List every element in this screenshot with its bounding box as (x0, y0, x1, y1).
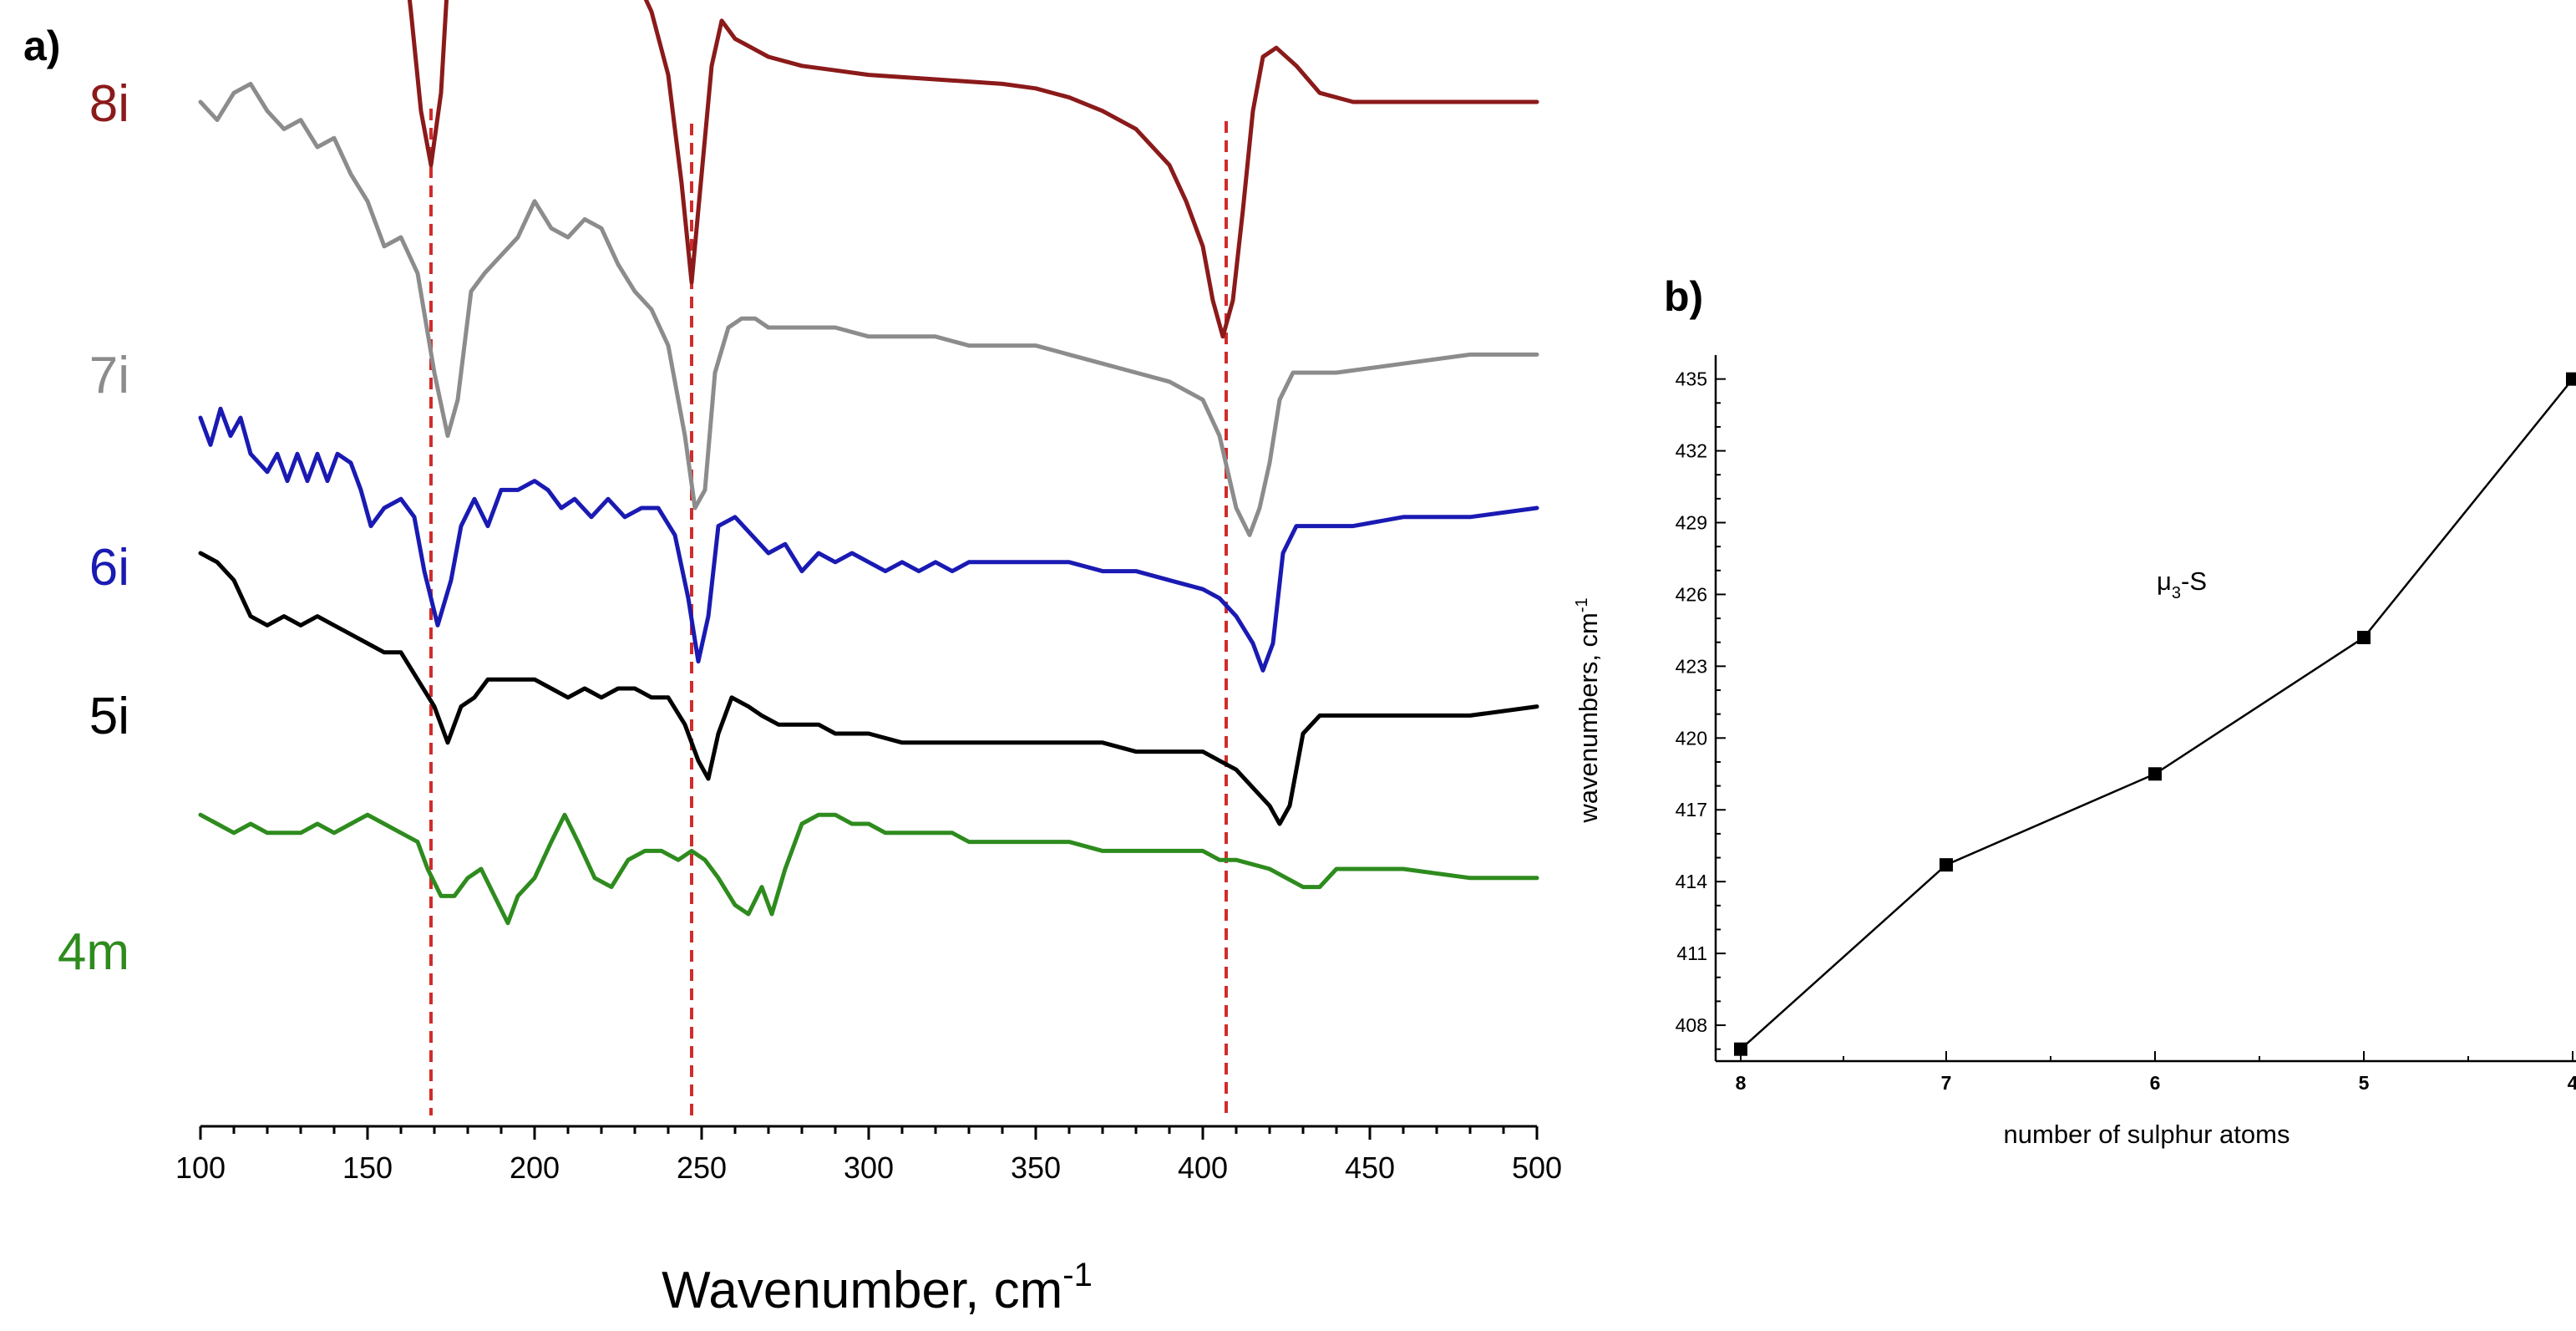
panel-b-series-markers (1734, 372, 2576, 1056)
x-tick-label: 100 (175, 1151, 226, 1185)
data-point-marker (1734, 1042, 1747, 1056)
panel-b-x-ticks (1740, 1051, 2573, 1061)
series-line (1740, 378, 2573, 1050)
series-line-8i (407, 0, 1539, 339)
series-line-6i (198, 406, 1539, 673)
series-label-4m: 4m (58, 923, 129, 981)
panel-a-reference-lines (429, 109, 1228, 1115)
series-line-5i (198, 551, 1539, 826)
x-tick-label: 400 (1178, 1151, 1228, 1185)
panel-b-chart: 408 411 414 417 420 423 426 429 432 435 8 7 6 5 4 num… (1573, 355, 2576, 1149)
panel-b-ylabel-superscript: -1 (1573, 597, 1591, 612)
panel-b-series-line (1740, 378, 2573, 1050)
panel-a-series-labels: 8i 7i 6i 5i 4m (58, 75, 129, 981)
x-tick-label: 4 (2568, 1072, 2576, 1094)
x-tick-label: 8 (1736, 1072, 1747, 1094)
data-point-marker (2357, 631, 2371, 644)
panel-b-ylabel-text: wavenumbers, cm (1574, 612, 1603, 824)
x-tick-label: 7 (1941, 1072, 1952, 1094)
data-point-marker (2566, 372, 2576, 386)
panel-a-x-ticks (199, 1126, 1539, 1140)
panel-b-x-axis-title: number of sulphur atoms (2004, 1120, 2290, 1149)
panel-a-x-tick-labels: 100 150 200 250 300 350 400 450 500 (175, 1151, 1562, 1185)
x-tick-label: 300 (844, 1151, 894, 1185)
x-tick-label: 200 (510, 1151, 560, 1185)
y-tick-label: 426 (1676, 583, 1707, 605)
y-tick-label: 420 (1676, 727, 1707, 749)
panel-b-y-axis-title: wavenumbers, cm-1 (1573, 597, 1603, 823)
y-tick-label: 429 (1676, 512, 1707, 534)
panel-a-xlabel-superscript: -1 (1062, 1257, 1093, 1293)
series-label-5i: 5i (89, 688, 129, 745)
series-line-4m (198, 812, 1539, 926)
panel-b-y-tick-labels: 408 411 414 417 420 423 426 429 432 435 (1676, 368, 1708, 1036)
y-tick-label: 423 (1676, 655, 1707, 677)
y-tick-label: 414 (1676, 871, 1708, 892)
series-label-7i: 7i (89, 347, 129, 404)
panel-a-chart: 100 150 200 250 300 350 400 450 500 8i 7i 6i 5i 4m W… (58, 0, 1562, 1319)
panel-b-x-tick-labels: 8 7 6 5 4 (1736, 1072, 2576, 1094)
annotation-subscript: 3 (2172, 584, 2181, 602)
y-tick-label: 435 (1676, 368, 1707, 390)
y-tick-label: 417 (1676, 799, 1707, 820)
x-tick-label: 450 (1345, 1151, 1395, 1185)
x-tick-label: 250 (677, 1151, 727, 1185)
data-point-marker (2148, 767, 2162, 781)
panel-a-xlabel-text: Wavenumber, cm (662, 1262, 1062, 1319)
data-point-marker (1940, 858, 1953, 872)
x-tick-label: 500 (1512, 1151, 1562, 1185)
series-label-8i: 8i (89, 75, 129, 133)
y-tick-label: 408 (1676, 1014, 1707, 1036)
annotation-rest: -S (2181, 566, 2207, 596)
panel-b-y-ticks (1716, 378, 1726, 1050)
panel-a-label: a) (23, 23, 60, 69)
y-tick-label: 432 (1676, 440, 1707, 462)
x-tick-label: 6 (2150, 1072, 2161, 1094)
x-tick-label: 5 (2359, 1072, 2370, 1094)
series-label-6i: 6i (89, 539, 129, 597)
panel-a-x-axis-title: Wavenumber, cm-1 (662, 1257, 1093, 1319)
y-tick-label: 411 (1676, 942, 1707, 964)
series-line-7i (198, 81, 1539, 537)
panel-b-annotation: μ3-S (2157, 566, 2207, 602)
panel-b-label: b) (1664, 273, 1703, 320)
panel-a-series (198, 0, 1539, 926)
x-tick-label: 150 (342, 1151, 393, 1185)
annotation-mu: μ (2157, 566, 2172, 596)
x-tick-label: 350 (1011, 1151, 1061, 1185)
